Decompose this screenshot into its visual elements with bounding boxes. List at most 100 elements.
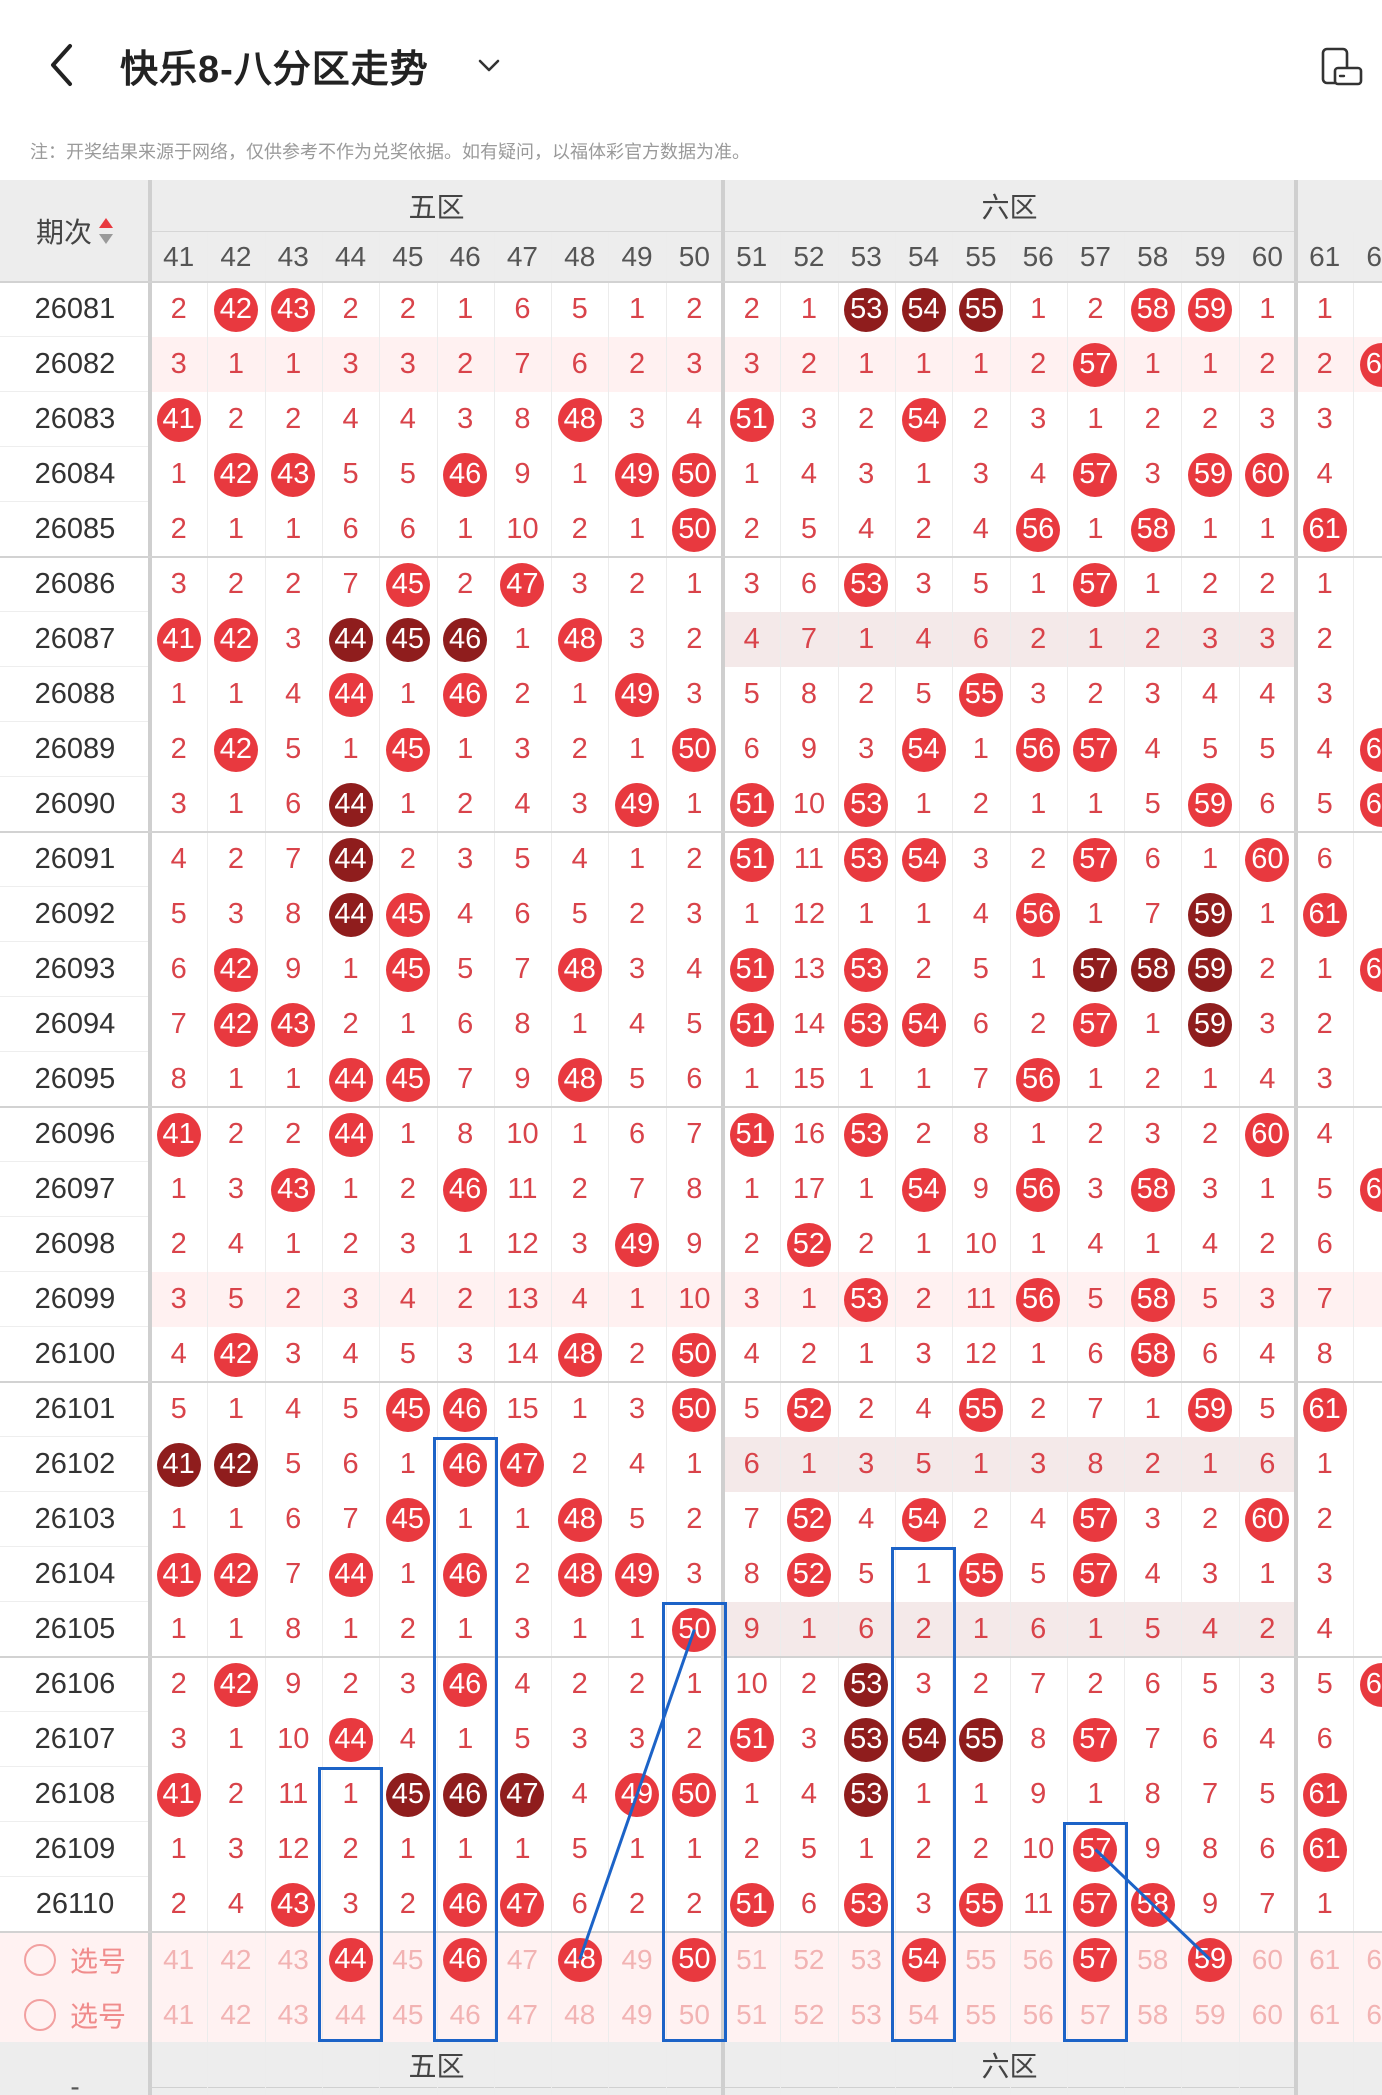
select-cell[interactable]: 61 <box>1309 1998 1341 2030</box>
select-cell[interactable]: 51 <box>736 1943 768 1975</box>
miss-cell: 3 <box>1030 678 1047 710</box>
miss-cell: 2 <box>1259 568 1276 600</box>
select-cell[interactable]: 55 <box>965 1998 997 2030</box>
hit-cell: 49 <box>608 1547 665 1602</box>
select-cell[interactable]: 46 <box>437 1932 494 1987</box>
app-header: 快乐8-八分区走势 注：开奖结果来源于网络，仅供参考不作为兑奖依据。如有疑问，以… <box>0 0 1382 162</box>
select-cell[interactable]: 47 <box>506 1998 539 2030</box>
title-dropdown[interactable] <box>474 50 504 80</box>
miss-cell: 3 <box>514 1613 531 1645</box>
select-row-label[interactable]: 选号 <box>0 1932 150 1987</box>
select-cell[interactable]: 49 <box>621 1943 653 1975</box>
select-cell[interactable]: 44 <box>334 1998 367 2030</box>
column-divider <box>1353 232 1355 2095</box>
select-cell[interactable]: 43 <box>277 1998 309 2030</box>
select-cell[interactable]: 48 <box>564 1998 596 2030</box>
miss-cell: 2 <box>285 568 302 600</box>
miss-cell: 6 <box>1144 1668 1161 1700</box>
page-title[interactable]: 快乐8-八分区走势 <box>120 49 429 91</box>
hit-ball: 50 <box>672 1332 717 1377</box>
hit-cell: 62 <box>1353 722 1382 777</box>
hit-cell: 55 <box>952 1712 1009 1767</box>
miss-cell: 1 <box>1087 1778 1104 1810</box>
hit-cell: 46 <box>437 612 494 667</box>
select-cell[interactable]: 62 <box>1366 1998 1382 2030</box>
select-cell[interactable]: 58 <box>1137 1998 1169 2030</box>
select-cell[interactable]: 45 <box>392 1943 424 1975</box>
select-cell[interactable]: 60 <box>1251 1998 1283 2030</box>
repeat-ball: 53 <box>844 287 889 332</box>
select-cell[interactable]: 45 <box>392 1998 424 2030</box>
hit-cell: 46 <box>437 667 494 722</box>
hit-cell: 54 <box>895 392 952 447</box>
miss-cell: 2 <box>571 513 588 545</box>
hit-ball: 57 <box>1073 562 1118 607</box>
select-cell[interactable]: 53 <box>850 1998 882 2030</box>
radio-circle-icon[interactable] <box>23 1943 56 1976</box>
select-cell[interactable]: 52 <box>793 1943 825 1975</box>
miss-cell: 4 <box>915 623 932 655</box>
select-cell[interactable]: 48 <box>551 1932 608 1987</box>
miss-cell: 2 <box>915 513 932 545</box>
select-cell[interactable]: 56 <box>1022 1998 1054 2030</box>
select-row-label[interactable]: 选号 <box>0 1987 150 2042</box>
miss-cell: 1 <box>457 1613 474 1645</box>
select-cell[interactable]: 42 <box>220 1998 252 2030</box>
hit-ball: 45 <box>385 892 430 937</box>
select-cell[interactable]: 53 <box>850 1943 882 1975</box>
period-cell: 26086 <box>0 557 150 612</box>
miss-cell: 2 <box>399 1173 416 1205</box>
repeat-ball: 58 <box>1130 947 1175 992</box>
miss-cell: 3 <box>1316 1063 1333 1095</box>
select-cell[interactable]: 61 <box>1309 1943 1341 1975</box>
select-cell[interactable]: 47 <box>506 1943 539 1975</box>
select-cell[interactable]: 52 <box>793 1998 825 2030</box>
select-cell[interactable]: 62 <box>1366 1943 1382 1975</box>
hit-ball: 45 <box>385 1387 430 1432</box>
select-cell[interactable]: 41 <box>163 1943 195 1975</box>
select-cell[interactable]: 54 <box>907 1998 940 2030</box>
repeat-ball: 53 <box>844 1717 889 1762</box>
hit-cell: 44 <box>322 667 379 722</box>
select-cell[interactable]: 58 <box>1137 1943 1169 1975</box>
miss-cell: 8 <box>743 1558 760 1590</box>
select-cell[interactable]: 54 <box>895 1932 952 1987</box>
hit-cell: 61 <box>1296 1767 1353 1822</box>
hit-cell: 45 <box>379 1382 436 1437</box>
select-cell[interactable]: 59 <box>1194 1998 1226 2030</box>
select-cell[interactable]: 57 <box>1079 1998 1112 2030</box>
hit-ball: 58 <box>1130 507 1175 552</box>
select-cell[interactable]: 49 <box>621 1998 653 2030</box>
miss-cell: 1 <box>170 1503 187 1535</box>
select-cell[interactable]: 55 <box>965 1943 997 1975</box>
hit-ball: 41 <box>156 617 201 662</box>
radio-circle-icon[interactable] <box>23 1998 56 2031</box>
select-cell[interactable]: 44 <box>322 1932 379 1987</box>
column-divider <box>780 232 782 2095</box>
select-cell[interactable]: 51 <box>736 1998 768 2030</box>
select-cell[interactable]: 41 <box>163 1998 195 2030</box>
selected-ball: 59 <box>1188 1937 1233 1982</box>
miss-cell: 5 <box>1259 1393 1276 1425</box>
select-cell[interactable]: 56 <box>1022 1943 1054 1975</box>
select-cell[interactable]: 46 <box>449 1998 481 2030</box>
miss-cell: 1 <box>457 1228 474 1260</box>
selected-ball: 46 <box>443 1937 488 1982</box>
group-divider <box>0 281 1382 283</box>
period-header[interactable]: 期次 <box>0 180 150 282</box>
miss-cell: 2 <box>1259 1228 1276 1260</box>
select-cell[interactable]: 60 <box>1251 1943 1283 1975</box>
back-button[interactable] <box>40 38 90 93</box>
hit-cell: 45 <box>379 1052 436 1107</box>
select-cell[interactable]: 43 <box>277 1943 309 1975</box>
period-cell: 26109 <box>0 1822 150 1877</box>
screen-rotate-button[interactable] <box>1320 46 1364 88</box>
hit-ball: 42 <box>213 1662 258 1707</box>
repeat-ball: 57 <box>1073 947 1118 992</box>
repeat-ball: 54 <box>901 1717 946 1762</box>
select-cell[interactable]: 59 <box>1181 1932 1238 1987</box>
miss-cell: 3 <box>686 348 703 380</box>
select-cell[interactable]: 42 <box>220 1943 252 1975</box>
select-cell[interactable]: 50 <box>678 1998 710 2030</box>
highlight-box <box>890 1547 957 2042</box>
